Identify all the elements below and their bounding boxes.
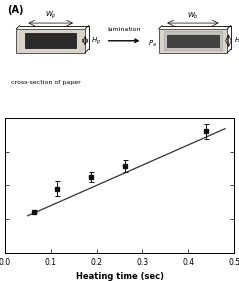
Text: lamination: lamination [107,27,141,32]
Text: $P_a$: $P_a$ [148,39,157,49]
Text: $W_b$: $W_b$ [187,10,199,21]
Text: (A): (A) [7,5,24,15]
Bar [16,29,85,53]
Text: cross-section of paper: cross-section of paper [11,80,81,85]
X-axis label: Heating time (sec): Heating time (sec) [76,272,163,281]
Text: $W_p$: $W_p$ [45,9,57,21]
Text: $H_b$: $H_b$ [234,36,239,46]
Bar [167,35,219,47]
Text: $H_p$: $H_p$ [91,35,101,47]
Bar [158,29,227,53]
Bar [25,33,76,48]
Bar [164,31,222,50]
